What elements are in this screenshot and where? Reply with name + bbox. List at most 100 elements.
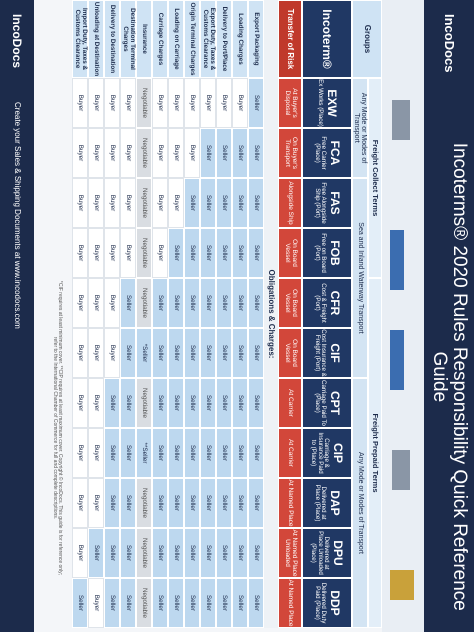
- cell: Seller: [248, 78, 264, 128]
- mode-group: Any Mode or Modes of Transport: [352, 378, 368, 628]
- cell: Seller: [152, 278, 168, 328]
- cell: Seller: [200, 578, 216, 628]
- risk: At Carrier: [278, 378, 302, 428]
- cell: Seller: [184, 278, 200, 328]
- term: CIF Cost Insurance & Freight (Port): [302, 328, 352, 378]
- cell: Buyer: [184, 128, 200, 178]
- cell: Buyer: [200, 78, 216, 128]
- cell: Seller: [168, 578, 184, 628]
- cell: Seller: [184, 328, 200, 378]
- risk: At Named Place: [278, 478, 302, 528]
- cell: Buyer: [88, 478, 104, 528]
- cell: Buyer: [88, 378, 104, 428]
- cell: Seller: [248, 278, 264, 328]
- truck: [392, 100, 410, 140]
- cell: Seller: [168, 378, 184, 428]
- cell: Negotiable: [136, 228, 152, 278]
- term: DDP Delivered Duty Paid (Place): [302, 578, 352, 628]
- cell: Seller: [216, 578, 232, 628]
- term-code: FCA: [327, 140, 342, 166]
- cell: Seller: [248, 578, 264, 628]
- term-name: Ex Works (Place): [316, 79, 324, 127]
- cell: Seller: [120, 578, 136, 628]
- cell: Seller: [248, 428, 264, 478]
- obligations-label: Obligations & Charges:: [264, 0, 278, 628]
- cell: Seller: [216, 228, 232, 278]
- cell: Seller: [232, 178, 248, 228]
- term-name: Cost & Freight (Port): [313, 283, 328, 323]
- cell: Seller: [216, 528, 232, 578]
- term-name: Free Alongside Ship (Port): [313, 182, 328, 224]
- term-code: FOB: [327, 240, 342, 266]
- cell: Buyer: [72, 478, 88, 528]
- term-code: CPT: [327, 391, 342, 415]
- term-code: DDP: [327, 590, 342, 616]
- term: FCA Free Carrier (Place): [302, 128, 352, 178]
- cell: Buyer: [216, 78, 232, 128]
- cell: Seller: [184, 378, 200, 428]
- cell: Buyer: [120, 228, 136, 278]
- cell: Seller: [216, 328, 232, 378]
- cell: Seller: [216, 428, 232, 478]
- risk: On Board Vessel: [278, 328, 302, 378]
- footer-logo: IncoDocs: [10, 14, 25, 69]
- risk: At Buyer's Disposal: [278, 78, 302, 128]
- illustrations: [382, 0, 424, 632]
- cell: Seller: [152, 428, 168, 478]
- row-label: Export Duty, Taxes & Customs Clearance: [200, 0, 216, 78]
- cell: Negotiable: [136, 178, 152, 228]
- mode-group: Any Mode or Modes of Transport: [352, 78, 368, 178]
- cell: Seller: [184, 178, 200, 228]
- cell: Buyer: [72, 228, 88, 278]
- cell: Seller: [120, 328, 136, 378]
- groups-label: Groups: [352, 0, 382, 78]
- mode-group: Sea and Inland Waterway Transport: [352, 178, 368, 378]
- building: [390, 570, 414, 600]
- term-code: FAS: [327, 191, 342, 215]
- term-name: Cost Insurance & Freight (Port): [313, 329, 328, 377]
- cell: Seller: [200, 378, 216, 428]
- cell: Seller: [200, 428, 216, 478]
- cell: Buyer: [88, 128, 104, 178]
- cell: Seller: [232, 328, 248, 378]
- cell: Seller: [248, 128, 264, 178]
- cell: Seller: [152, 478, 168, 528]
- cell: Seller: [168, 528, 184, 578]
- risk: At Carrier: [278, 428, 302, 478]
- incoterm-label: Incoterm®: [302, 0, 352, 78]
- cell: Seller: [200, 478, 216, 528]
- cell: Seller: [168, 228, 184, 278]
- cell: Negotiable: [136, 578, 152, 628]
- row-label: Origin Terminal Charges: [184, 0, 200, 78]
- logo: IncoDocs: [441, 14, 457, 73]
- cell: Seller: [216, 178, 232, 228]
- cell: Buyer: [104, 78, 120, 128]
- cell: Seller: [104, 428, 120, 478]
- row-label: Loading Charges: [232, 0, 248, 78]
- term: CIP Carriage & Insurance Paid to (Place): [302, 428, 352, 478]
- cell: Buyer: [72, 378, 88, 428]
- cell: Seller: [200, 178, 216, 228]
- cell: Buyer: [88, 428, 104, 478]
- cell: Negotiable: [136, 78, 152, 128]
- cell: Seller: [120, 478, 136, 528]
- cell: Buyer: [104, 278, 120, 328]
- cell: *Seller: [136, 328, 152, 378]
- row-label: Delivery to Destination: [104, 0, 120, 78]
- term: CPT Carriage Paid To (Place): [302, 378, 352, 428]
- cell: Buyer: [120, 78, 136, 128]
- cell: Negotiable: [136, 128, 152, 178]
- term: FAS Free Alongside Ship (Port): [302, 178, 352, 228]
- cell: Seller: [104, 478, 120, 528]
- cell: Buyer: [104, 128, 120, 178]
- cell: Seller: [152, 328, 168, 378]
- term-code: DPU: [331, 540, 346, 566]
- cell: Seller: [216, 128, 232, 178]
- row-label: Import Duty, Taxes & Customs Clearance: [72, 0, 88, 78]
- term-code: EXW: [324, 89, 339, 117]
- row-label: Delivery to Port/Place: [216, 0, 232, 78]
- cell: Seller: [200, 528, 216, 578]
- cell: Buyer: [88, 328, 104, 378]
- risk-label: Transfer of Risk: [278, 0, 302, 78]
